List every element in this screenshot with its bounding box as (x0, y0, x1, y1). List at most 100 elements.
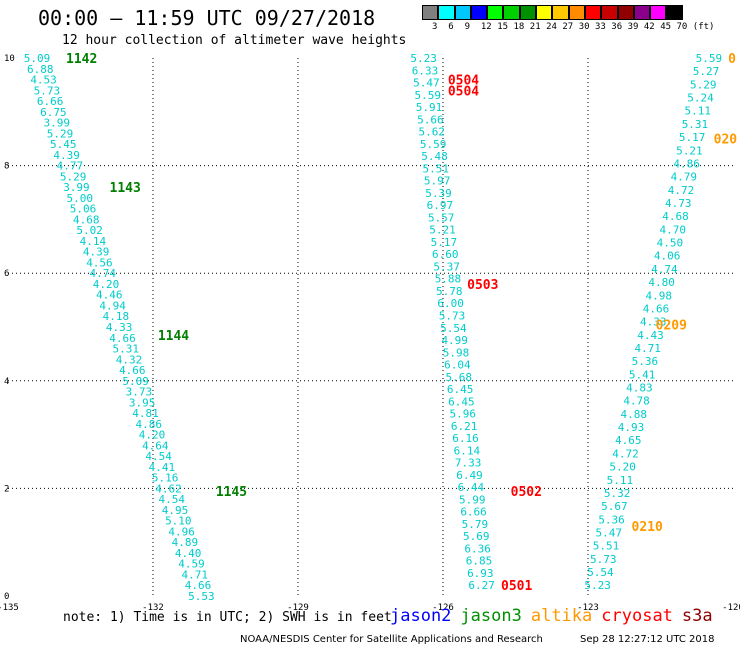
wave-height-value: 4.81 (132, 407, 159, 420)
wave-height-value: 6.36 (464, 542, 491, 555)
wave-height-value: 5.91 (416, 101, 443, 114)
color-scale-label: 33 (595, 22, 606, 32)
wave-height-value: 5.47 (596, 527, 623, 540)
color-swatch (454, 5, 471, 20)
pass-label: 0504 (448, 84, 479, 99)
y-tick-label: 8 (4, 162, 9, 172)
wave-height-value: 5.51 (593, 540, 620, 553)
color-swatch (601, 5, 618, 20)
wave-height-value: 5.78 (436, 285, 463, 298)
wave-height-value: 6.16 (452, 432, 479, 445)
wave-height-value: 4.96 (168, 525, 195, 538)
color-swatch (617, 5, 634, 20)
color-scale-label: 24 (546, 22, 557, 32)
wave-height-value: 4.06 (654, 250, 681, 263)
wave-height-value: 4.56 (86, 256, 113, 269)
wave-height-value: 6.45 (448, 395, 475, 408)
color-swatch (536, 5, 553, 20)
wave-height-value: 5.21 (429, 224, 456, 237)
wave-height-value: 7.33 (455, 457, 482, 470)
wave-height-value: 4.20 (93, 278, 120, 291)
y-tick-label: 6 (4, 269, 9, 279)
wave-height-value: 5.31 (112, 343, 139, 356)
wave-height-value: 4.70 (659, 223, 686, 236)
wave-height-value: 5.54 (440, 322, 467, 335)
wave-height-value: 4.74 (651, 263, 678, 276)
legend-item-jason3: jason3 (460, 606, 522, 626)
wave-height-value: 4.64 (142, 439, 169, 452)
x-tick-label: -123 (577, 603, 599, 613)
wave-height-value: 4.77 (57, 160, 84, 173)
wave-height-value: 4.32 (116, 353, 143, 366)
color-swatch (487, 5, 504, 20)
pass-label: 0503 (467, 278, 498, 293)
wave-height-value: 5.47 (413, 77, 440, 90)
wave-height-value: 6.75 (40, 106, 67, 119)
wave-height-value: 5.59 (420, 138, 447, 151)
wave-height-value: 6.66 (460, 506, 487, 519)
x-tick-label: -129 (287, 603, 309, 613)
color-scale-label: 39 (627, 22, 639, 32)
wave-height-value: 5.29 (60, 170, 87, 183)
color-scale-label: 42 (643, 22, 655, 32)
wave-height-value: 5.11 (607, 474, 634, 487)
wave-height-value: 4.33 (640, 316, 667, 329)
legend-item-cryosat: cryosat (601, 606, 673, 626)
wave-height-value: 4.62 (155, 482, 182, 495)
wave-height-value: 5.96 (450, 408, 477, 421)
wave-height-value: 5.02 (76, 224, 103, 237)
wave-height-value: 5.88 (435, 273, 462, 286)
wave-height-value: 4.66 (185, 579, 212, 592)
color-scale-label: 9 (464, 22, 471, 32)
wave-height-values: 5.096.884.535.736.666.753.995.295.454.39… (24, 52, 722, 603)
wave-height-value: 5.21 (676, 144, 703, 157)
pass-label: 0504 (448, 74, 479, 89)
wave-height-value: 4.33 (106, 321, 133, 334)
color-swatch (470, 5, 488, 20)
wave-height-value: 3.99 (43, 117, 70, 130)
wave-height-value: 5.32 (604, 487, 631, 500)
wave-height-value: 5.73 (34, 84, 61, 97)
wave-height-value: 3.73 (126, 386, 153, 399)
color-scale-label: 27 (562, 22, 574, 32)
wave-height-value: 6.60 (432, 248, 459, 261)
pass-label: 0209 (656, 318, 687, 333)
y-tick-label: 4 (4, 377, 9, 387)
pass-label: 0 (728, 52, 736, 67)
wave-height-value: 4.68 (73, 213, 100, 226)
wave-height-value: 5.68 (445, 371, 472, 384)
wave-height-value: 6.97 (427, 199, 454, 212)
wave-height-value: 6.00 (437, 297, 464, 310)
wave-height-value: 5.27 (693, 65, 720, 78)
wave-height-value: 5.98 (443, 346, 470, 359)
wave-height-value: 4.79 (671, 171, 698, 184)
wave-height-value: 5.67 (601, 500, 628, 513)
wave-height-value: 4.93 (618, 421, 645, 434)
x-tick-label: -135 (0, 603, 19, 613)
color-scale-label: 36 (611, 22, 623, 32)
wave-height-value: 5.29 (690, 78, 717, 91)
color-swatch (584, 5, 602, 20)
wave-height-value: 4.53 (30, 74, 57, 87)
wave-height-value: 3.99 (63, 181, 90, 194)
wave-height-value: 5.62 (419, 126, 446, 139)
wave-height-value: 4.43 (637, 329, 664, 342)
color-swatch (503, 5, 520, 20)
wave-height-value: 5.23 (584, 579, 611, 592)
color-scale-label: 21 (529, 22, 541, 32)
chart-title: 00:00 – 11:59 UTC 09/27/2018 (38, 6, 376, 30)
wave-height-value: 5.23 (410, 52, 437, 65)
wave-height-value: 5.53 (188, 590, 215, 603)
pass-label: 0210 (632, 520, 663, 535)
wave-height-value: 5.00 (66, 192, 93, 205)
wave-height-value: 4.54 (145, 450, 172, 463)
wave-height-value: 4.80 (648, 276, 675, 289)
wave-height-value: 4.86 (135, 418, 162, 431)
wave-height-value: 5.59 (414, 89, 441, 102)
grid-lines (8, 58, 733, 596)
wave-height-value: 5.54 (587, 566, 614, 579)
color-scale-label: 15 (497, 22, 509, 32)
color-scale-label: 3 (432, 22, 438, 32)
wave-height-value: 4.89 (172, 536, 199, 549)
